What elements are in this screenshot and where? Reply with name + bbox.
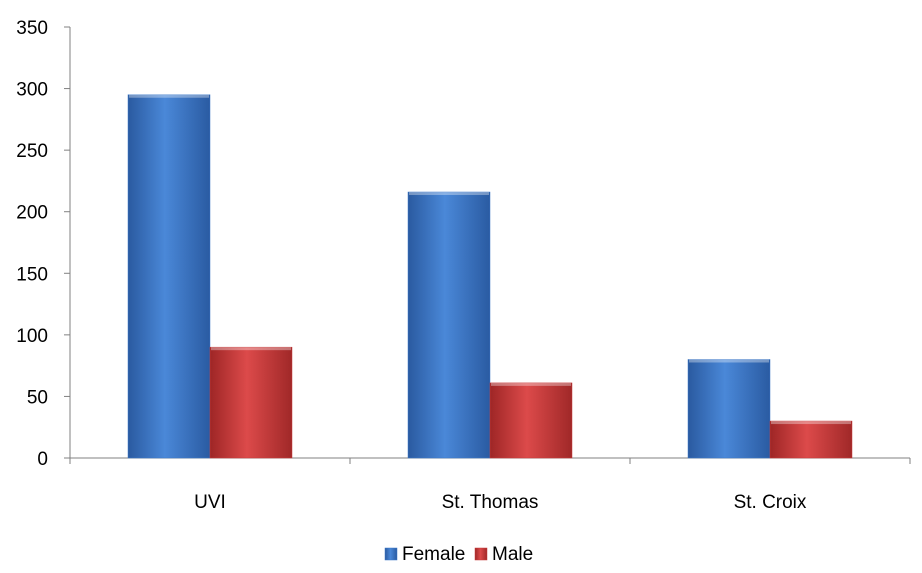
y-tick-label: 350 — [16, 18, 48, 39]
legend: Female Male — [384, 544, 533, 565]
bar-female-uvi — [127, 94, 211, 459]
x-tick-label: UVI — [194, 492, 226, 513]
bar-male-st-thomas — [489, 382, 573, 459]
x-tick-label: St. Croix — [734, 492, 807, 513]
y-tick-label: 150 — [16, 264, 48, 285]
legend-swatch-female — [384, 547, 398, 561]
y-axis: 0 50 100 150 200 250 300 350 — [16, 18, 71, 470]
x-axis: UVI St. Thomas St. Croix — [69, 457, 911, 513]
bar-female-st-croix — [687, 359, 771, 459]
bar-male-st-croix — [769, 420, 853, 459]
bar-highlight — [409, 192, 489, 196]
bar-highlight — [129, 94, 209, 98]
legend-label-female: Female — [402, 544, 465, 565]
y-tick-label: 0 — [37, 449, 48, 470]
legend-swatch-male — [474, 547, 488, 561]
bar-highlight — [491, 382, 571, 386]
y-tick-label: 300 — [16, 80, 48, 101]
y-tick-label: 50 — [27, 387, 48, 408]
legend-label-male: Male — [492, 544, 533, 565]
y-tick-label: 100 — [16, 326, 48, 347]
bar-highlight — [689, 359, 769, 363]
y-tick-label: 200 — [16, 203, 48, 224]
bar-female-st-thomas — [407, 191, 491, 459]
bar-male-uvi — [209, 346, 293, 459]
x-tick-label: St. Thomas — [442, 492, 539, 513]
bar-highlight — [211, 347, 291, 351]
bar-highlight — [771, 421, 851, 425]
bars — [127, 94, 853, 459]
y-tick-label: 250 — [16, 141, 48, 162]
